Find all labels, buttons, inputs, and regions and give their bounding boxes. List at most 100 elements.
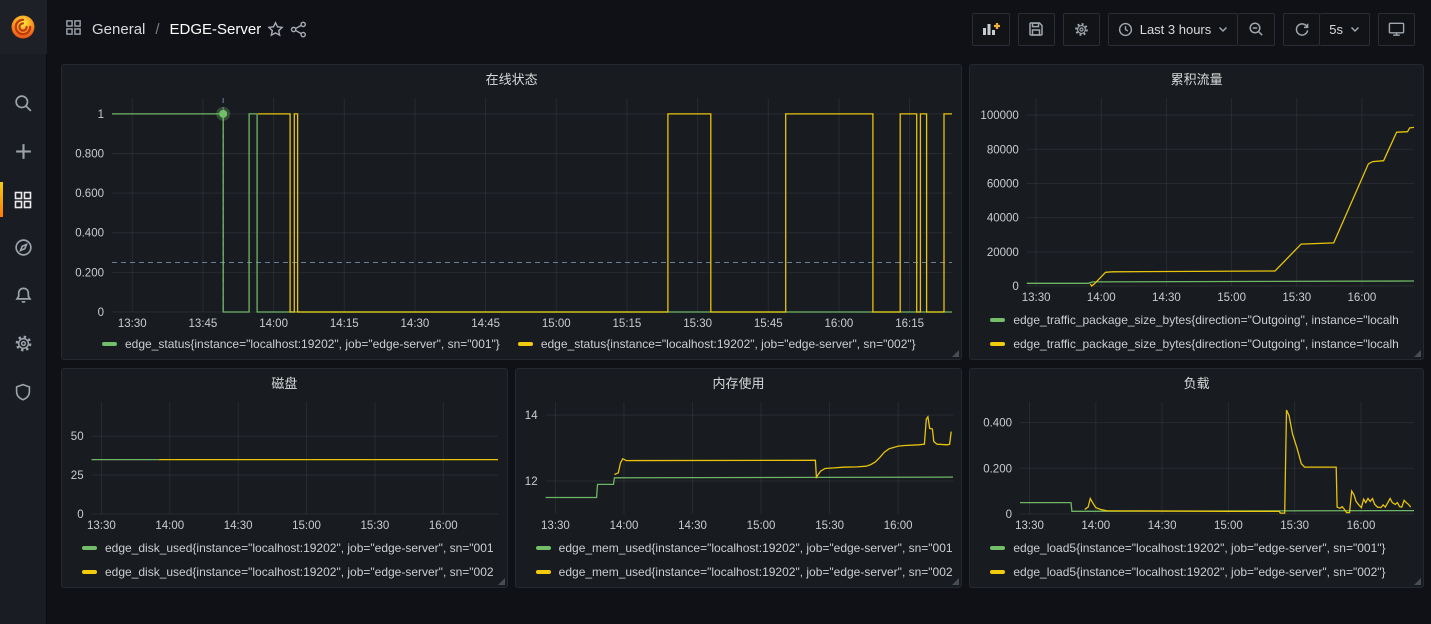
series-line	[1020, 501, 1415, 512]
legend-item[interactable]: edge_status{instance="localhost:19202", …	[517, 333, 916, 355]
sidebar-item-explore[interactable]	[0, 232, 46, 263]
y-axis-tick-label: 60000	[987, 178, 1019, 190]
x-axis-tick-label: 16:00	[883, 520, 912, 532]
grafana-logo[interactable]	[0, 0, 47, 54]
legend-series-label: edge_traffic_package_size_bytes{directio…	[1013, 313, 1399, 327]
legend-series-swatch	[990, 318, 1006, 322]
x-axis-tick-label: 14:30	[1152, 292, 1181, 304]
panel-legend: edge_mem_used{instance="localhost:19202"…	[516, 535, 962, 587]
y-axis-tick-label: 40000	[987, 213, 1019, 225]
breadcrumb-separator: /	[155, 20, 160, 38]
legend-series-label: edge_disk_used{instance="localhost:19202…	[105, 541, 494, 555]
time-range-label: Last 3 hours	[1139, 21, 1212, 37]
x-axis-tick-label: 15:00	[746, 520, 775, 532]
breadcrumb-folder[interactable]: General	[92, 20, 146, 38]
legend-item[interactable]: edge_load5{instance="localhost:19202", j…	[990, 561, 1417, 583]
save-dashboard-button[interactable]	[1017, 12, 1055, 46]
x-axis-tick-label: 15:30	[815, 520, 844, 532]
panel-title[interactable]: 磁盘	[271, 375, 298, 391]
panel-title[interactable]: 在线状态	[485, 71, 538, 87]
dashboard-title[interactable]: EDGE-Server	[169, 20, 262, 38]
dashboards-grid-icon	[14, 191, 32, 208]
dashboard-settings-button[interactable]	[1062, 12, 1100, 46]
panel-title[interactable]: 累积流量	[1170, 71, 1223, 87]
y-axis-tick-label: 0.400	[75, 228, 104, 240]
legend-item[interactable]: edge_traffic_package_size_bytes{directio…	[990, 333, 1417, 355]
legend-item[interactable]: edge_load5{instance="localhost:19202", j…	[990, 537, 1417, 559]
chart-canvas: 13:30 14:00 14:30 15:00 15:30 16:00 0.400 0.200…	[984, 402, 1415, 532]
legend-item[interactable]: edge_disk_used{instance="localhost:19202…	[82, 561, 501, 583]
x-axis-tick-label: 15:00	[1214, 520, 1243, 532]
legend-series-swatch	[990, 342, 1006, 346]
sidebar-item-alerting[interactable]	[0, 280, 46, 311]
legend-series-label: edge_load5{instance="localhost:19202", j…	[1013, 541, 1386, 555]
panel-online-status: 在线状态 13:30 13:45 14:00 14:15 14:30 14:45 15:00…	[61, 64, 963, 360]
refresh-icon	[1295, 23, 1309, 36]
zoom-out-time-button[interactable]	[1238, 12, 1276, 46]
dashboard-header: General / EDGE-Server	[47, 0, 1431, 58]
y-axis-tick-label: 0.600	[75, 188, 104, 200]
y-axis-tick-label: 0.200	[75, 267, 104, 279]
x-axis-tick-label: 15:00	[1218, 292, 1247, 304]
x-axis-tick-label: 14:00	[259, 318, 288, 330]
chart-disk[interactable]: 13:30 14:00 14:30 15:00 15:30 16:00 50 25 0	[62, 395, 507, 535]
panel-resize-handle[interactable]	[952, 578, 960, 585]
legend-series-label: edge_mem_used{instance="localhost:19202"…	[558, 541, 953, 555]
refresh-interval-picker[interactable]: 5s	[1320, 12, 1370, 46]
compass-icon	[14, 239, 32, 256]
x-axis-tick-label: 16:00	[825, 318, 854, 330]
x-axis-tick-label: 15:30	[1283, 292, 1312, 304]
sidebar	[0, 0, 47, 624]
x-axis-tick-label: 14:30	[678, 520, 707, 532]
legend-item[interactable]: edge_disk_used{instance="localhost:19202…	[82, 537, 501, 559]
shield-icon	[15, 383, 31, 401]
cycle-view-mode-button[interactable]	[1378, 12, 1415, 46]
x-axis-tick-label: 13:30	[118, 318, 147, 330]
time-range-picker[interactable]: Last 3 hours	[1107, 12, 1239, 46]
legend-item[interactable]: edge_mem_used{instance="localhost:19202"…	[535, 537, 956, 559]
share-dashboard-button[interactable]	[290, 21, 307, 38]
y-axis-tick-label: 0	[77, 509, 83, 521]
star-dashboard-button[interactable]	[267, 20, 284, 38]
chart-online-status[interactable]: 13:30 13:45 14:00 14:15 14:30 14:45 15:00 15:15…	[62, 91, 961, 333]
sidebar-item-dashboards[interactable]	[0, 182, 46, 217]
grafana-flame-icon	[11, 15, 35, 39]
monitor-icon	[1388, 22, 1405, 36]
legend-item[interactable]: edge_mem_used{instance="localhost:19202"…	[535, 561, 956, 583]
refresh-interval-label: 5s	[1329, 21, 1343, 37]
refresh-button[interactable]	[1283, 12, 1321, 46]
panel-resize-handle[interactable]	[1414, 578, 1421, 585]
legend-item[interactable]: edge_traffic_package_size_bytes{directio…	[990, 309, 1417, 331]
x-axis-tick-label: 14:45	[471, 318, 500, 330]
chart-memory-usage[interactable]: 13:30 14:00 14:30 15:00 15:30 16:00 14 12	[516, 395, 962, 535]
legend-series-swatch	[102, 342, 117, 346]
chart-cumulative-traffic[interactable]: 13:30 14:00 14:30 15:00 15:30 16:00 100000 8000…	[970, 91, 1423, 307]
annotation-marker-point[interactable]	[219, 109, 228, 118]
panel-title[interactable]: 负载	[1183, 375, 1210, 391]
search-icon	[14, 95, 31, 112]
panel-legend: edge_traffic_package_size_bytes{directio…	[970, 307, 1423, 359]
y-axis-tick-label: 25	[71, 470, 84, 482]
toolbar: Last 3 hours	[971, 12, 1415, 46]
clock-icon	[1118, 22, 1132, 36]
x-axis-tick-label: 15:00	[542, 318, 571, 330]
legend-series-label: edge_mem_used{instance="localhost:19202"…	[558, 565, 953, 579]
panel-resize-handle[interactable]	[952, 350, 960, 357]
sidebar-item-configuration[interactable]	[0, 328, 46, 359]
chart-load[interactable]: 13:30 14:00 14:30 15:00 15:30 16:00 0.400 0.200…	[970, 395, 1423, 535]
legend-series-swatch	[535, 570, 551, 574]
sidebar-item-search[interactable]	[0, 88, 46, 119]
sidebar-menu	[0, 88, 46, 407]
add-panel-button[interactable]	[971, 12, 1010, 46]
sidebar-item-server-admin[interactable]	[0, 376, 46, 407]
panel-resize-handle[interactable]	[1414, 350, 1421, 357]
apps-grid-icon	[65, 19, 82, 40]
y-axis-tick-label: 0.400	[984, 418, 1013, 430]
legend-item[interactable]: edge_status{instance="localhost:19202", …	[102, 333, 500, 355]
panel-memory-usage: 内存使用 13:30 14:00 14:30 15:00 15:30 16:00 14 12 …	[514, 368, 963, 588]
panel-title[interactable]: 内存使用	[712, 375, 765, 391]
sidebar-item-create[interactable]	[0, 136, 46, 167]
y-axis-tick-label: 1	[98, 109, 104, 121]
panel-resize-handle[interactable]	[497, 578, 505, 585]
add-panel-icon	[982, 23, 1000, 35]
